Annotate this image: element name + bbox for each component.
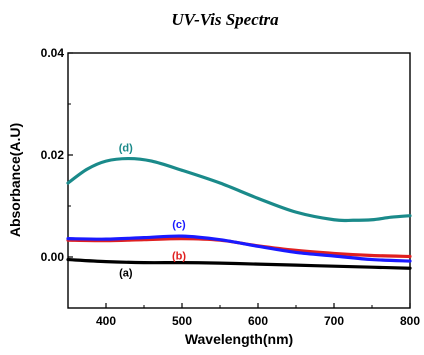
series-label-a: (a) (119, 267, 133, 279)
series-label-b: (b) (172, 250, 186, 262)
x-tick-label: 500 (172, 314, 192, 328)
x-tick-label: 700 (324, 314, 344, 328)
x-axis-ticks: 400 500 600 700 800 (68, 303, 420, 328)
y-axis-label: Absorbance(A.U) (7, 123, 23, 237)
y-tick-label: 0.02 (41, 148, 65, 162)
series-line-d (68, 159, 410, 221)
series-label-d: (d) (119, 142, 133, 154)
y-tick-label: 0.00 (41, 250, 65, 264)
series-line-c (68, 236, 410, 261)
x-axis-label: Wavelength(nm) (185, 331, 293, 347)
series-label-c: (c) (172, 219, 186, 231)
series-layer (68, 159, 410, 269)
x-tick-label: 600 (248, 314, 268, 328)
chart-title: UV-Vis Spectra (171, 10, 279, 29)
x-tick-label: 800 (400, 314, 420, 328)
x-tick-label: 400 (96, 314, 116, 328)
y-tick-label: 0.04 (41, 46, 65, 60)
